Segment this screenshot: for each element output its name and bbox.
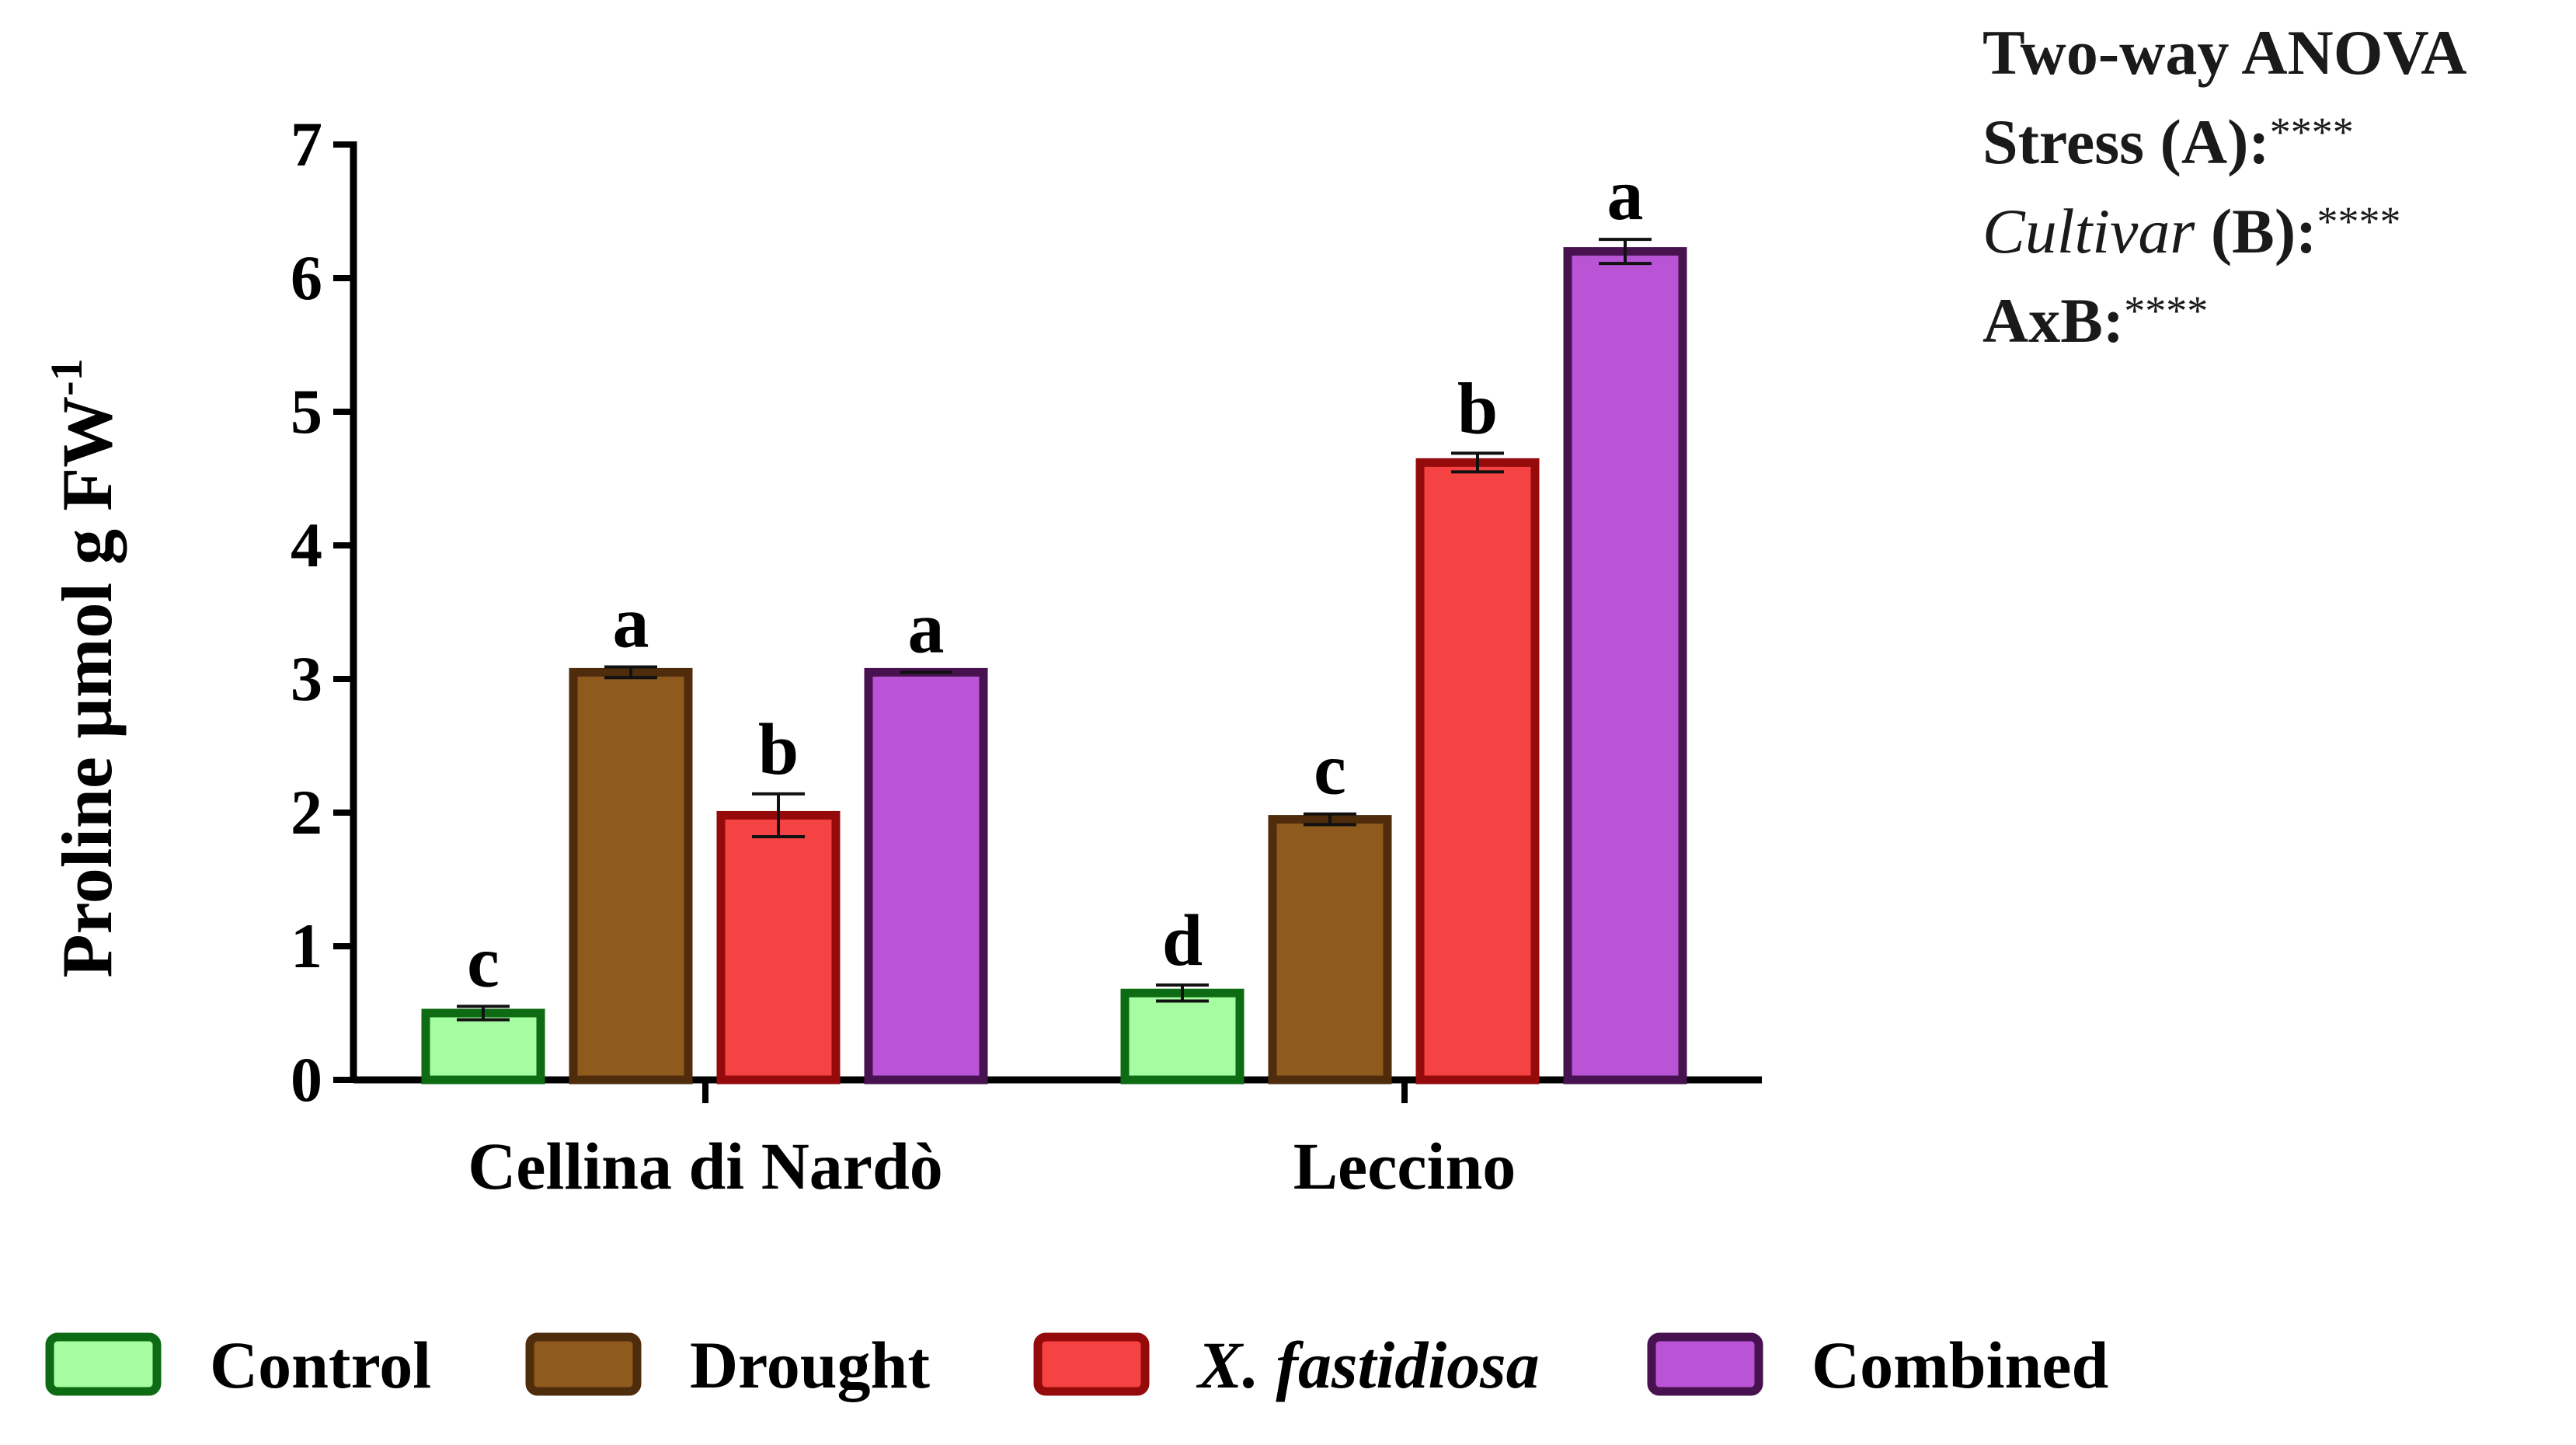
- y-axis-label: Proline µmol g FW-1: [41, 358, 127, 977]
- legend-label: Combined: [1812, 1328, 2108, 1402]
- anova-stress-label: Stress (A):: [1982, 106, 2270, 177]
- significance-letter: b: [1457, 368, 1498, 449]
- anova-annotation: Two-way ANOVA Stress (A):**** Cultivar (…: [1982, 17, 2466, 356]
- bar: [864, 667, 988, 1085]
- significance-letter: a: [613, 583, 649, 663]
- y-tick-label: 0: [291, 1044, 322, 1115]
- anova-stress: Stress (A):****: [1982, 106, 2354, 177]
- significance-letter: d: [1162, 900, 1203, 981]
- bar: [569, 667, 693, 1085]
- bar: [716, 810, 841, 1085]
- y-tick-label: 2: [291, 777, 322, 848]
- significance-letter: c: [1314, 729, 1346, 810]
- legend-label: Control: [210, 1328, 431, 1402]
- svg-text:Proline µmol g FW-1: Proline µmol g FW-1: [41, 358, 127, 977]
- legend-swatch: [1647, 1332, 1763, 1396]
- anova-interaction: AxB:****: [1982, 285, 2208, 356]
- bar: [1120, 988, 1244, 1085]
- y-tick-label: 7: [291, 109, 322, 179]
- significance-letter: c: [467, 921, 500, 1002]
- y-axis-label-superscript: -1: [41, 358, 92, 395]
- y-tick-label: 5: [291, 376, 322, 447]
- anova-cultivar-label: Cultivar: [1982, 196, 2195, 266]
- bar: [421, 1008, 545, 1085]
- legend-label: X. fastidiosa: [1196, 1328, 1540, 1402]
- significance-letter: a: [908, 587, 945, 668]
- bar: [1415, 458, 1540, 1085]
- y-tick-label: 3: [291, 643, 322, 714]
- significance-letter: b: [758, 709, 799, 790]
- y-tick-label: 1: [291, 911, 322, 981]
- anova-cultivar-stars: ****: [2317, 198, 2400, 245]
- legend-swatch: [1033, 1332, 1150, 1396]
- y-tick-label: 6: [291, 242, 322, 313]
- legend-swatch: [45, 1332, 162, 1396]
- anova-title: Two-way ANOVA: [1982, 17, 2466, 88]
- anova-interaction-label: AxB:: [1982, 285, 2124, 356]
- bar: [1268, 815, 1392, 1085]
- y-axis-label-text: Proline µmol g FW: [47, 396, 127, 978]
- anova-stress-stars: ****: [2270, 109, 2354, 155]
- significance-letter: a: [1607, 155, 1644, 235]
- anova-interaction-stars: ****: [2124, 287, 2208, 334]
- legend-label: Drought: [690, 1328, 930, 1402]
- legend: Control Drought X. fastidiosa Combined: [45, 1328, 2108, 1402]
- x-tick-label: Cellina di Nardò: [468, 1129, 943, 1203]
- anova-cultivar-suffix: (B):: [2195, 196, 2317, 266]
- anova-cultivar: Cultivar (B):****: [1982, 196, 2400, 266]
- x-tick-label: Leccino: [1293, 1129, 1516, 1203]
- plot-area: 0 1 2 3 4 5 6 7 Cellina di Nardò c a b a Leccino d c b a: [291, 109, 1762, 1203]
- y-tick-label: 4: [291, 510, 322, 580]
- legend-swatch: [525, 1332, 642, 1396]
- bar: [1563, 247, 1687, 1085]
